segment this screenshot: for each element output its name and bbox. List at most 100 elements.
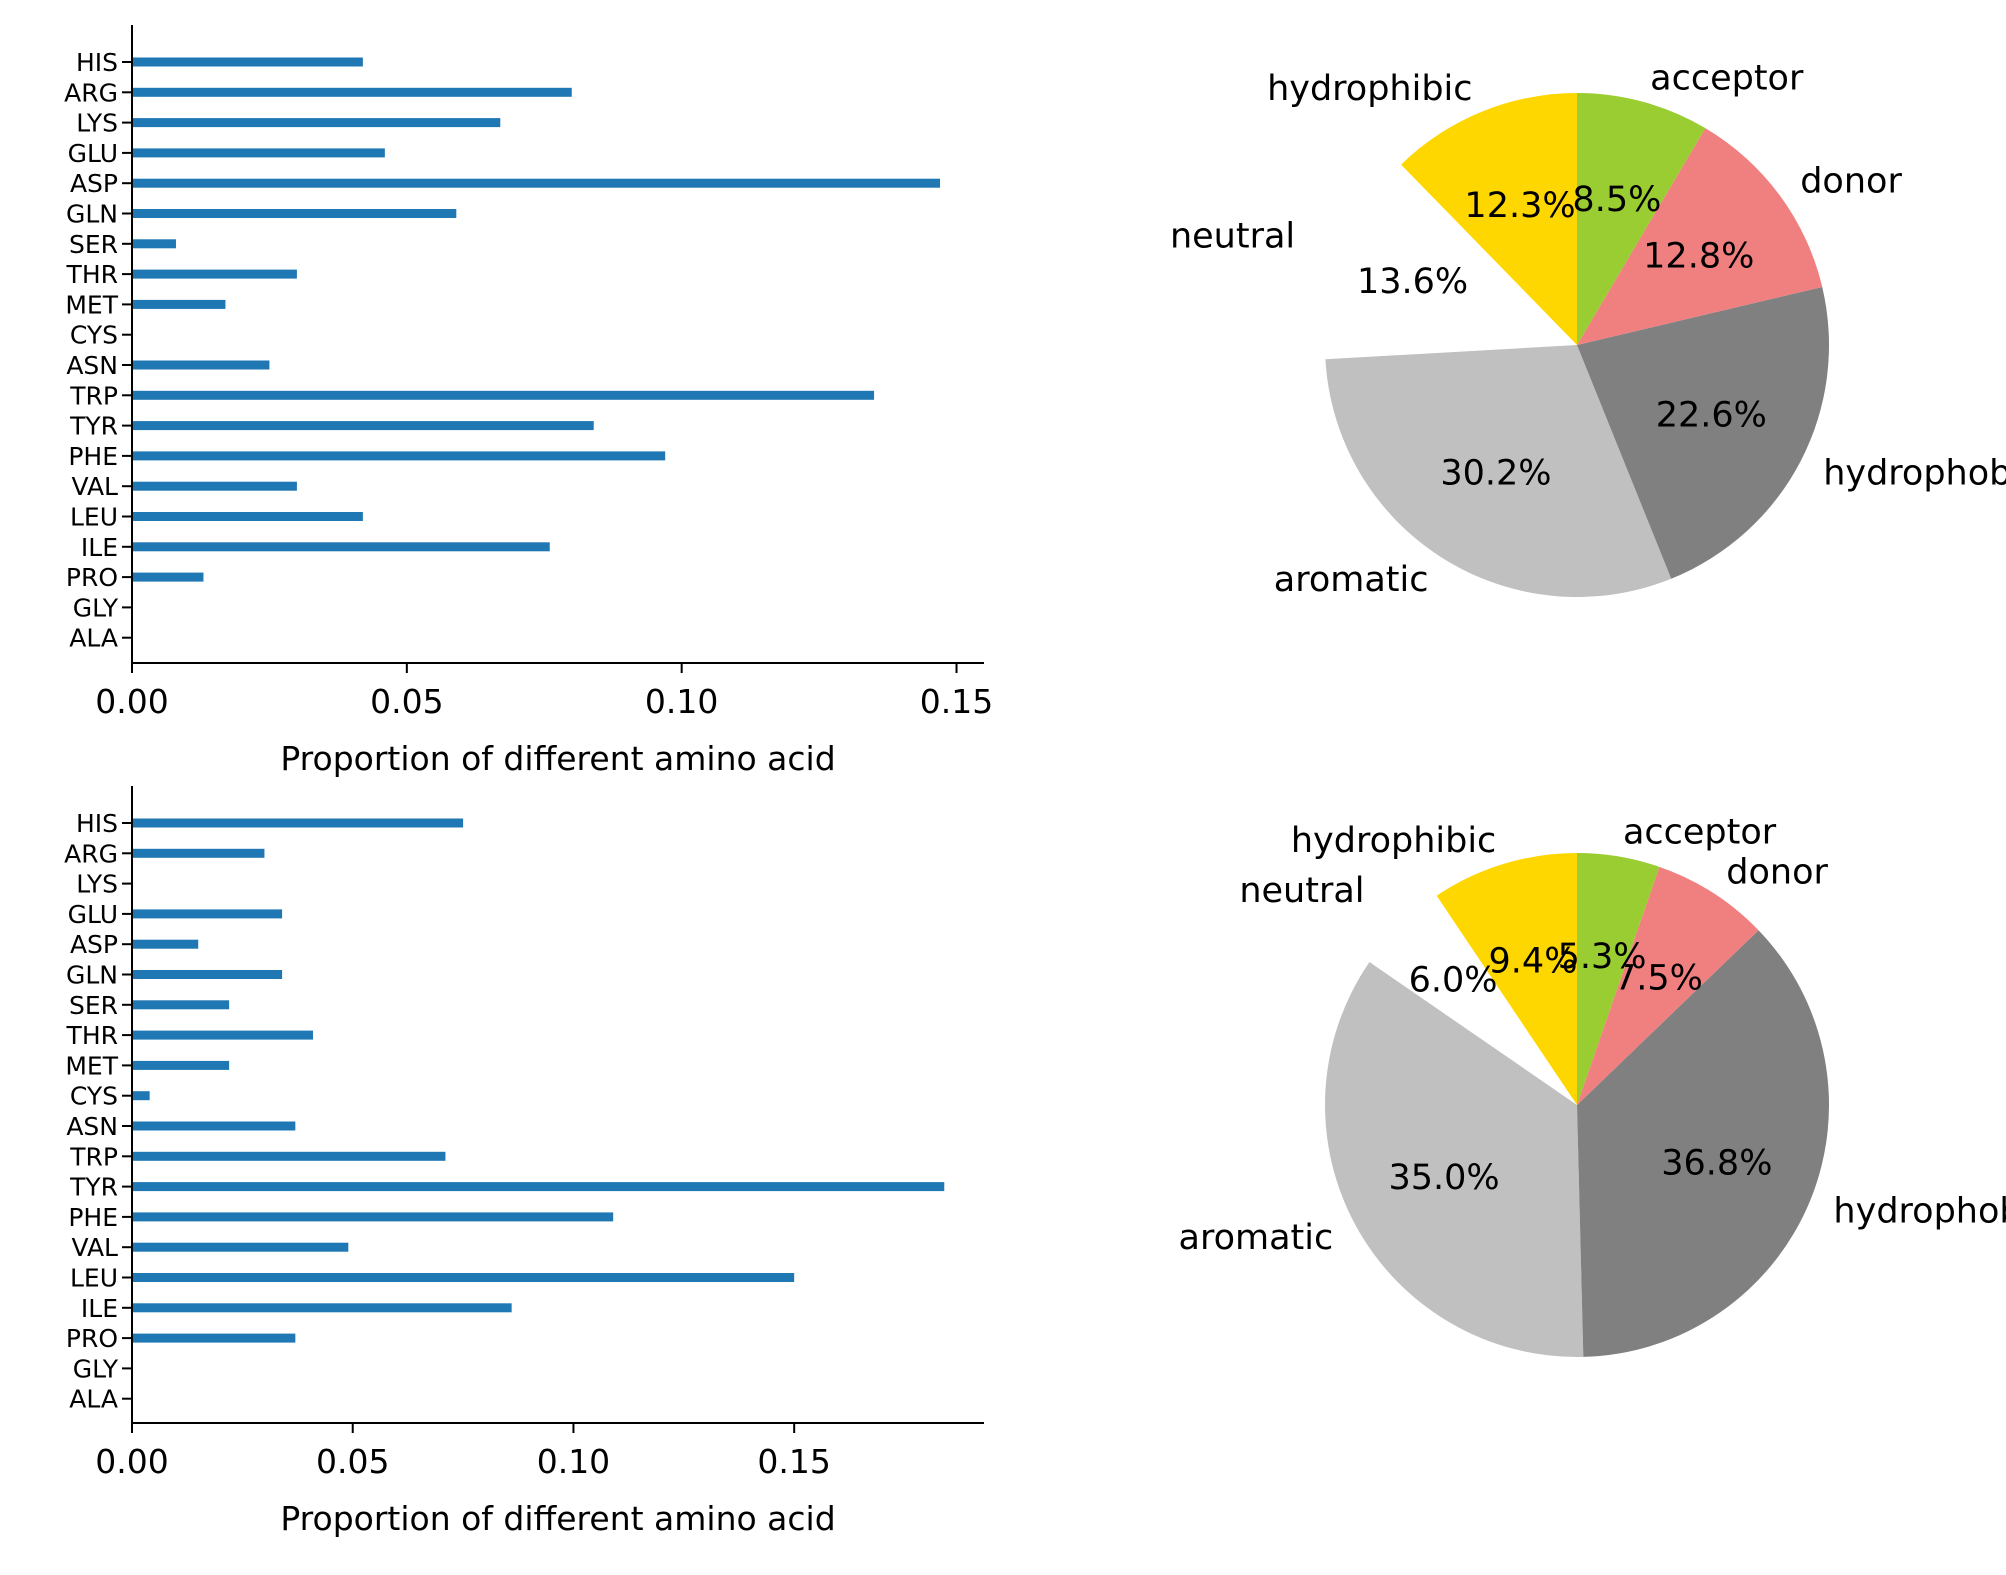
y-tick-label: LYS <box>76 109 118 138</box>
y-tick-label: GLY <box>73 1354 119 1383</box>
bar-tyr <box>132 1182 945 1192</box>
pie-slice-aromatic <box>1324 962 1584 1358</box>
pie-pct-aromatic: 35.0% <box>1388 1158 1499 1198</box>
y-tick-label: PHE <box>68 442 118 471</box>
bar-asn <box>132 360 270 370</box>
y-tick-label: TYR <box>69 412 118 441</box>
y-tick-label: ALA <box>69 624 118 653</box>
y-tick-label: LEU <box>70 1264 118 1293</box>
pie-chart-bottom: hydrophibic 9.4% neutral 6.0% aromatic 35.0% h… <box>1179 813 2006 1358</box>
bar-lys <box>132 118 501 128</box>
pie-label-neutral: neutral <box>1239 871 1364 911</box>
pie-slice-acceptor <box>1577 93 1706 345</box>
bar-gln <box>132 209 457 218</box>
pie-pct-hydrophibic: 12.3% <box>1464 186 1575 226</box>
pie-slice-neutral <box>1301 155 1554 351</box>
pie-slice-acceptor <box>1577 853 1660 1105</box>
y-tick-label: ASN <box>66 351 118 380</box>
bar-met <box>132 1060 230 1070</box>
bar-pro <box>132 1333 296 1343</box>
bar-tyr <box>132 421 594 431</box>
y-tick-label: TRP <box>69 381 118 410</box>
pie-pct-acceptor: 8.5% <box>1572 180 1661 220</box>
bar-asp <box>132 178 941 188</box>
pie-label-neutral: neutral <box>1170 216 1295 256</box>
pie-label-acceptor: acceptor <box>1650 59 1804 99</box>
y-tick-label: ARG <box>64 839 118 868</box>
bar-glu <box>132 148 385 158</box>
pie-slice-hydrophibic <box>1436 853 1577 1105</box>
bar-arg <box>132 848 265 858</box>
pie-pct-neutral: 6.0% <box>1409 960 1498 1000</box>
y-tick-label: GLY <box>73 593 119 622</box>
bar-arg <box>132 87 572 97</box>
y-tick-label: ILE <box>81 533 118 562</box>
bar-pro <box>132 572 204 582</box>
bar-trp <box>132 390 875 400</box>
y-tick-label: GLN <box>66 200 118 229</box>
pie-slice-hydrophibic <box>1401 93 1577 345</box>
y-tick-label: VAL <box>71 1233 118 1262</box>
y-tick-label: THR <box>66 260 118 289</box>
y-tick-label: MET <box>65 290 118 319</box>
y-tick-label: ARG <box>64 78 118 107</box>
bar-asn <box>132 1121 296 1131</box>
x-tick-label: 0.00 <box>95 682 168 721</box>
pie-pct-donor: 12.8% <box>1643 236 1754 276</box>
x-tick-label: 0.05 <box>370 682 443 721</box>
bar-leu <box>132 1273 795 1282</box>
pie-label-hydrophobic: hydrophobic <box>1833 1191 2006 1231</box>
x-tick-label: 0.10 <box>645 682 718 721</box>
bar-val <box>132 1242 349 1252</box>
pie-pct-donor: 7.5% <box>1614 959 1703 999</box>
pie-slice-hydrophobic <box>1577 930 1829 1357</box>
x-tick-label: 0.05 <box>316 1442 389 1481</box>
bar-leu <box>132 512 363 521</box>
y-tick-label: TRP <box>69 1142 118 1171</box>
pie-label-donor: donor <box>1726 852 1828 892</box>
y-tick-label: SER <box>69 991 118 1020</box>
pie-pct-hydrophobic: 22.6% <box>1656 395 1767 435</box>
x-tick-label: 0.15 <box>757 1442 830 1481</box>
y-tick-label: ASP <box>70 930 118 959</box>
bar-his <box>132 818 464 828</box>
y-tick-label: LYS <box>76 870 118 899</box>
pie-pct-hydrophobic: 36.8% <box>1661 1143 1772 1183</box>
x-tick-label: 0.15 <box>920 682 993 721</box>
bar-his <box>132 57 363 67</box>
pie-label-hydrophibic: hydrophibic <box>1267 69 1472 109</box>
y-tick-label: VAL <box>71 472 118 501</box>
bar-chart-top: HISARGLYSGLUASPGLNSERTHRMETCYSASNTRPTYRP… <box>64 25 993 778</box>
y-tick-label: GLN <box>66 961 118 990</box>
y-tick-label: PRO <box>66 1324 118 1353</box>
bar-glu <box>132 909 283 919</box>
pie-chart-top: hydrophibic 12.3% neutral 13.6% aromatic 30.2… <box>1170 59 2006 600</box>
pie-pct-acceptor: 5.3% <box>1558 937 1647 977</box>
bar-ile <box>132 1303 512 1313</box>
y-tick-label: CYS <box>70 1082 118 1111</box>
bar-phe <box>132 1212 614 1222</box>
pie-pct-neutral: 13.6% <box>1357 262 1468 302</box>
y-tick-label: PHE <box>68 1203 118 1232</box>
bar-ser <box>132 239 176 249</box>
pie-label-donor: donor <box>1800 162 1902 202</box>
pie-pct-hydrophibic: 9.4% <box>1489 941 1578 981</box>
y-tick-label: SER <box>69 230 118 259</box>
y-tick-label: CYS <box>70 321 118 350</box>
pie-label-acceptor: acceptor <box>1623 813 1777 853</box>
pie-slice-donor <box>1577 866 1759 1105</box>
bar-met <box>132 299 226 309</box>
bar-trp <box>132 1151 446 1161</box>
y-tick-label: ALA <box>69 1385 118 1414</box>
bar-phe <box>132 451 666 461</box>
y-tick-label: HIS <box>76 48 118 77</box>
bar-ser <box>132 1000 230 1010</box>
bar-val <box>132 481 297 491</box>
y-tick-label: ASN <box>66 1112 118 1141</box>
pie-slice-hydrophobic <box>1577 286 1829 579</box>
bar-thr <box>132 1030 313 1040</box>
bar-thr <box>132 269 297 279</box>
y-tick-label: ASP <box>70 169 118 198</box>
y-tick-label: THR <box>66 1021 118 1050</box>
